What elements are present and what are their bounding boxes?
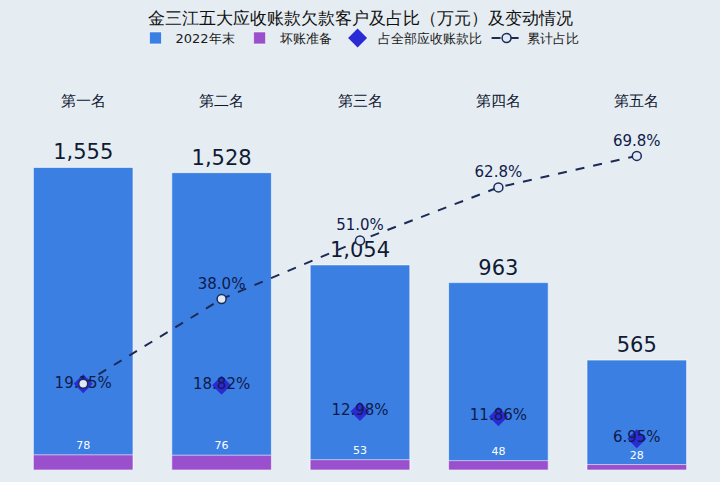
svg-text:28: 28 (630, 449, 644, 462)
svg-text:第一名: 第一名 (61, 92, 106, 110)
svg-text:19.15%: 19.15% (55, 374, 112, 392)
svg-text:2022年末: 2022年末 (176, 31, 235, 46)
svg-text:12.98%: 12.98% (331, 401, 388, 419)
svg-text:53: 53 (353, 444, 367, 457)
svg-text:坏账准备: 坏账准备 (279, 31, 332, 46)
svg-text:78: 78 (76, 439, 90, 452)
svg-text:1,528: 1,528 (192, 146, 252, 170)
svg-text:48: 48 (491, 445, 505, 458)
svg-text:6.95%: 6.95% (613, 428, 661, 446)
svg-text:1,555: 1,555 (53, 140, 113, 164)
svg-text:51.0%: 51.0% (336, 216, 384, 234)
svg-text:第二名: 第二名 (199, 92, 244, 110)
svg-text:62.8%: 62.8% (475, 163, 523, 181)
svg-text:第三名: 第三名 (338, 92, 383, 110)
svg-text:11.86%: 11.86% (470, 406, 527, 424)
svg-text:第四名: 第四名 (476, 92, 521, 110)
svg-text:第五名: 第五名 (614, 92, 659, 110)
svg-text:69.8%: 69.8% (613, 132, 661, 150)
svg-text:18.82%: 18.82% (193, 375, 250, 393)
svg-text:38.0%: 38.0% (198, 275, 246, 293)
svg-text:76: 76 (215, 439, 229, 452)
svg-text:565: 565 (617, 333, 657, 357)
svg-text:963: 963 (478, 256, 518, 280)
svg-text:1,054: 1,054 (330, 238, 390, 262)
svg-text:金三江五大应收账款欠款客户及占比（万元）及变动情况: 金三江五大应收账款欠款客户及占比（万元）及变动情况 (148, 8, 573, 28)
svg-text:占全部应收账款比: 占全部应收账款比 (378, 31, 482, 46)
svg-text:累计占比: 累计占比 (527, 31, 579, 46)
